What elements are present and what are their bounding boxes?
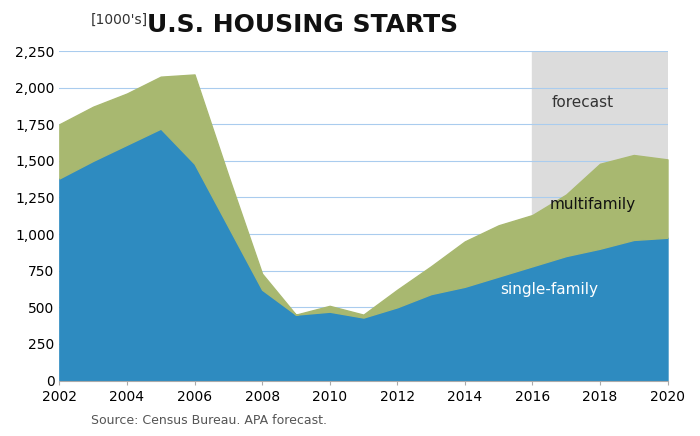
Text: single-family: single-family (500, 282, 598, 297)
Text: forecast: forecast (552, 95, 614, 110)
Bar (533, 51, 668, 381)
Text: Source: Census Bureau. APA forecast.: Source: Census Bureau. APA forecast. (91, 414, 327, 427)
Text: [1000's]: [1000's] (91, 13, 148, 27)
Text: multifamily: multifamily (550, 198, 636, 212)
Text: U.S. HOUSING STARTS: U.S. HOUSING STARTS (147, 13, 458, 37)
